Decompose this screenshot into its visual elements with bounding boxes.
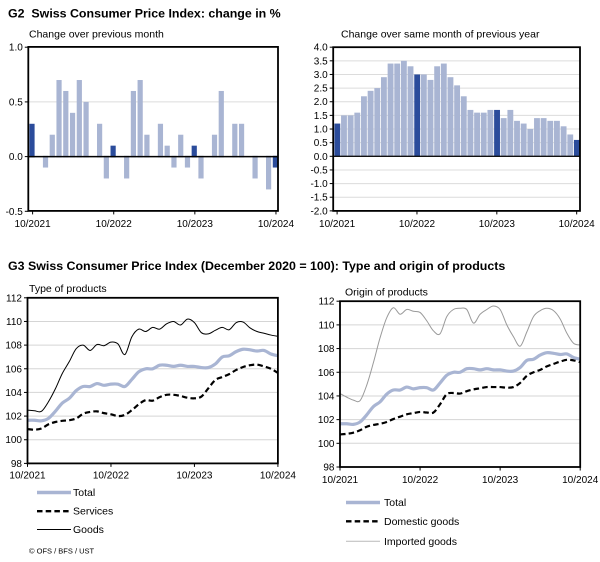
svg-text:104: 104 xyxy=(5,388,22,399)
svg-text:G3 Swiss Consumer Price Index: G3 Swiss Consumer Price Index (December … xyxy=(8,259,505,273)
svg-text:10/2023: 10/2023 xyxy=(479,219,516,230)
svg-text:Services: Services xyxy=(73,506,113,518)
svg-text:100: 100 xyxy=(5,435,22,446)
svg-text:-1.0: -1.0 xyxy=(310,179,328,190)
svg-text:Origin of products: Origin of products xyxy=(345,287,428,299)
svg-text:0.5: 0.5 xyxy=(314,138,328,149)
svg-text:10/2024: 10/2024 xyxy=(260,470,297,481)
svg-text:2.5: 2.5 xyxy=(314,84,328,95)
svg-text:Domestic goods: Domestic goods xyxy=(384,516,459,528)
svg-text:1.5: 1.5 xyxy=(314,111,328,122)
svg-text:Total: Total xyxy=(73,487,95,499)
svg-text:98: 98 xyxy=(11,459,23,470)
svg-text:Imported goods: Imported goods xyxy=(384,536,457,548)
svg-text:10/2023: 10/2023 xyxy=(482,475,519,486)
svg-text:Change over previous month: Change over previous month xyxy=(29,29,164,41)
svg-text:0.5: 0.5 xyxy=(9,97,23,108)
svg-text:106: 106 xyxy=(5,364,22,375)
svg-text:108: 108 xyxy=(318,344,335,355)
svg-text:Type of products: Type of products xyxy=(29,283,107,295)
svg-text:0.0: 0.0 xyxy=(9,152,23,163)
svg-text:1.0: 1.0 xyxy=(314,125,328,136)
svg-text:10/2021: 10/2021 xyxy=(15,219,52,230)
svg-text:108: 108 xyxy=(5,341,22,352)
svg-text:10/2021: 10/2021 xyxy=(9,470,46,481)
svg-text:Change over same month of prev: Change over same month of previous year xyxy=(341,29,540,41)
svg-text:10/2022: 10/2022 xyxy=(93,470,130,481)
svg-text:10/2021: 10/2021 xyxy=(319,219,356,230)
svg-text:98: 98 xyxy=(323,463,335,474)
svg-text:2.0: 2.0 xyxy=(314,97,328,108)
svg-text:110: 110 xyxy=(6,317,22,328)
svg-text:102: 102 xyxy=(318,415,335,426)
svg-text:10/2022: 10/2022 xyxy=(96,219,133,230)
svg-text:104: 104 xyxy=(318,391,335,402)
svg-text:1.0: 1.0 xyxy=(9,43,23,54)
svg-text:-0.5: -0.5 xyxy=(6,207,24,218)
svg-text:112: 112 xyxy=(319,297,335,308)
svg-text:Goods: Goods xyxy=(73,524,104,536)
svg-text:10/2024: 10/2024 xyxy=(258,219,295,230)
svg-text:112: 112 xyxy=(6,293,22,304)
svg-text:10/2021: 10/2021 xyxy=(322,475,359,486)
svg-text:-2.0: -2.0 xyxy=(310,206,328,217)
svg-text:110: 110 xyxy=(319,320,335,331)
svg-text:3.5: 3.5 xyxy=(314,56,328,67)
svg-text:10/2023: 10/2023 xyxy=(176,470,213,481)
svg-text:10/2022: 10/2022 xyxy=(402,475,439,486)
svg-text:10/2022: 10/2022 xyxy=(399,219,436,230)
svg-text:G2 Swiss Consumer Price Index: G2 Swiss Consumer Price Index: change in… xyxy=(8,7,281,21)
svg-text:10/2024: 10/2024 xyxy=(562,475,599,486)
svg-text:4.0: 4.0 xyxy=(314,43,328,54)
svg-text:3.0: 3.0 xyxy=(314,70,328,81)
svg-text:106: 106 xyxy=(318,368,335,379)
svg-text:10/2024: 10/2024 xyxy=(559,219,596,230)
svg-text:-0.5: -0.5 xyxy=(310,165,328,176)
svg-text:100: 100 xyxy=(318,439,335,450)
svg-text:© OFS / BFS / UST: © OFS / BFS / UST xyxy=(29,547,95,556)
svg-text:102: 102 xyxy=(5,412,22,423)
svg-text:10/2023: 10/2023 xyxy=(177,219,214,230)
svg-text:-1.5: -1.5 xyxy=(310,193,328,204)
svg-text:Total: Total xyxy=(384,497,406,509)
svg-text:0.0: 0.0 xyxy=(314,152,328,163)
